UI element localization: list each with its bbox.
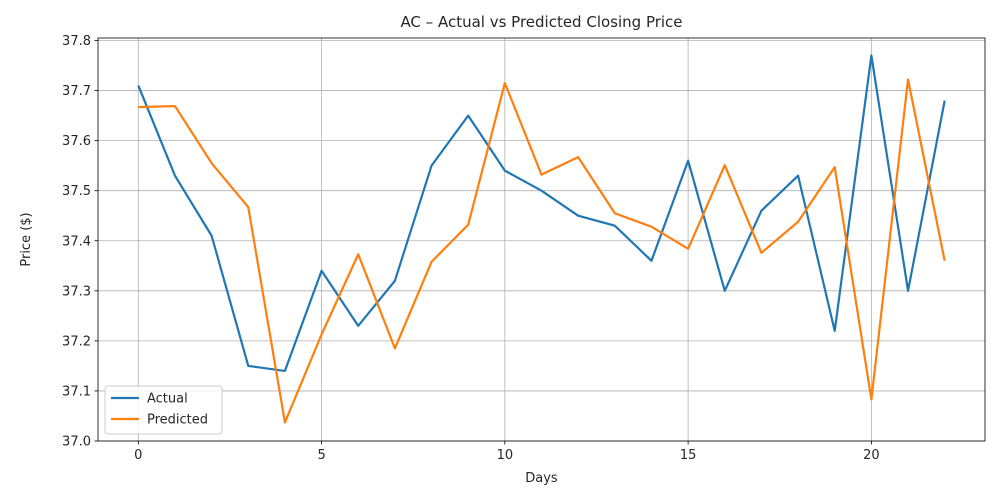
y-tick-label: 37.8 <box>62 34 91 49</box>
x-tick-label: 15 <box>680 448 697 463</box>
plot-frame <box>97 37 986 442</box>
series-line-predicted <box>138 78 946 424</box>
y-tick-label: 37.5 <box>62 184 91 199</box>
x-tick-label: 5 <box>317 448 325 463</box>
y-tick-label: 37.0 <box>62 435 91 450</box>
legend: Actual Predicted <box>104 385 223 435</box>
legend-label-actual: Actual <box>147 392 188 407</box>
axis-ticks: 0 5 10 15 20 37.0 37.1 37.2 37.3 37.4 37.5 37.6 37.7… <box>62 34 880 463</box>
x-tick-label: 0 <box>134 448 142 463</box>
x-axis-label: Days <box>525 471 558 486</box>
series-line-actual <box>137 54 946 373</box>
y-tick-label: 37.4 <box>62 234 91 249</box>
chart-title: AC – Actual vs Predicted Closing Price <box>400 13 682 31</box>
plot-lines <box>137 54 946 424</box>
x-tick-label: 20 <box>863 448 880 463</box>
x-tick-label: 10 <box>497 448 514 463</box>
y-tick-label: 37.3 <box>62 284 91 299</box>
legend-label-predicted: Predicted <box>147 413 208 428</box>
y-tick-label: 37.1 <box>62 384 91 399</box>
y-axis-label: Price ($) <box>19 212 34 266</box>
y-tick-label: 37.2 <box>62 334 91 349</box>
y-tick-label: 37.7 <box>62 84 91 99</box>
y-tick-label: 37.6 <box>62 134 91 149</box>
